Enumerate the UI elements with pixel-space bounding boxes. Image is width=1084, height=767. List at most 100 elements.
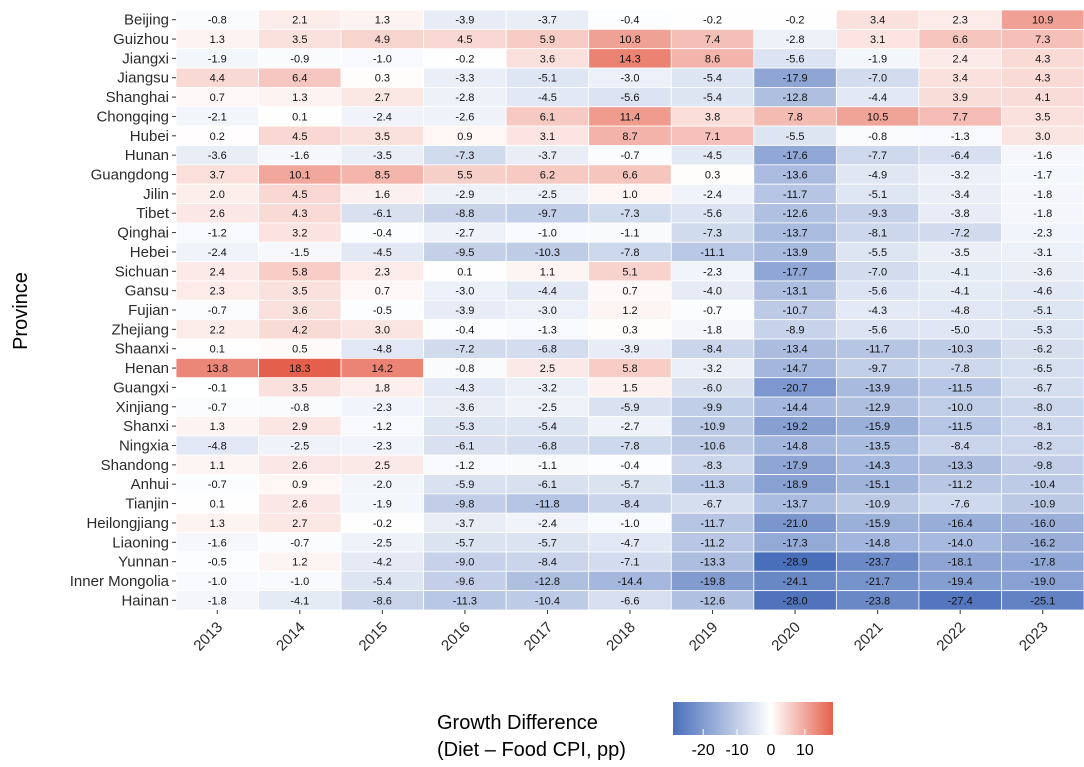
cell-value-label: 3.9 bbox=[953, 92, 968, 104]
cell-value-label: -12.6 bbox=[700, 595, 725, 607]
cell-value-label: 2.2 bbox=[210, 324, 225, 336]
cell-value-label: -4.8 bbox=[951, 305, 970, 317]
cell-value-label: -7.3 bbox=[455, 150, 474, 162]
x-tick-label: 2023 bbox=[1016, 619, 1052, 655]
y-tick-label: Inner Mongolia bbox=[70, 573, 170, 590]
cell-value-label: -7.3 bbox=[621, 208, 640, 220]
cell-value-label: -3.5 bbox=[373, 150, 392, 162]
cell-value-label: -2.5 bbox=[538, 189, 557, 201]
y-tick-label: Sichuan bbox=[115, 263, 169, 280]
cell-value-label: -13.3 bbox=[948, 460, 973, 472]
cell-value-label: -0.7 bbox=[290, 537, 309, 549]
legend-tick-label: -20 bbox=[692, 742, 715, 759]
cell-value-label: -2.8 bbox=[455, 92, 474, 104]
cell-value-label: -5.7 bbox=[455, 537, 474, 549]
cell-value-label: -11.5 bbox=[948, 421, 972, 433]
cell-value-label: -6.1 bbox=[455, 440, 474, 452]
cell-value-label: -0.7 bbox=[621, 150, 640, 162]
cell-value-label: -8.8 bbox=[455, 208, 474, 220]
cell-value-label: 1.3 bbox=[292, 92, 307, 104]
cell-value-label: -18.1 bbox=[948, 557, 973, 569]
cell-value-label: -16.2 bbox=[1030, 537, 1055, 549]
cell-value-label: -19.4 bbox=[948, 576, 973, 588]
cell-value-label: -3.7 bbox=[455, 518, 474, 530]
cell-value-label: -11.3 bbox=[700, 479, 724, 491]
cell-value-label: -3.2 bbox=[951, 170, 970, 182]
cell-value-label: 0.9 bbox=[457, 131, 472, 143]
cell-value-label: 2.3 bbox=[375, 266, 390, 278]
cell-value-label: 5.9 bbox=[540, 34, 555, 46]
cell-value-label: -5.1 bbox=[1033, 305, 1052, 317]
cell-value-label: -1.6 bbox=[290, 150, 309, 162]
y-tick-label: Ningxia bbox=[119, 437, 170, 454]
cell-value-label: -13.9 bbox=[783, 247, 808, 259]
cell-value-label: -0.7 bbox=[208, 305, 227, 317]
cell-value-label: 2.3 bbox=[953, 15, 968, 27]
y-tick-label: Shandong bbox=[101, 457, 169, 474]
cell-value-label: 0.5 bbox=[292, 344, 307, 356]
cell-value-label: -0.8 bbox=[208, 15, 227, 27]
cell-value-label: -4.3 bbox=[455, 382, 474, 394]
cell-value-label: -12.6 bbox=[783, 208, 808, 220]
cell-value-label: -7.0 bbox=[868, 73, 887, 85]
cell-value-label: -8.6 bbox=[373, 595, 392, 607]
cell-value-label: -9.5 bbox=[455, 247, 474, 259]
cell-value-label: -2.6 bbox=[455, 111, 474, 123]
cell-value-label: -1.1 bbox=[538, 460, 557, 472]
cell-value-label: -8.3 bbox=[703, 460, 722, 472]
cell-value-label: -0.4 bbox=[621, 460, 640, 472]
cell-value-label: -9.9 bbox=[703, 402, 722, 414]
cell-value-label: -28.9 bbox=[783, 557, 808, 569]
cell-value-label: -1.9 bbox=[373, 499, 392, 511]
cell-value-label: 0.2 bbox=[210, 131, 225, 143]
cell-value-label: -12.9 bbox=[865, 402, 890, 414]
cell-value-label: -17.9 bbox=[783, 460, 808, 472]
cell-value-label: -6.5 bbox=[1033, 363, 1052, 375]
cell-value-label: 1.1 bbox=[540, 266, 555, 278]
y-tick-label: Shanghai bbox=[106, 89, 169, 106]
cell-value-label: -14.4 bbox=[783, 402, 808, 414]
cell-value-label: 3.6 bbox=[292, 305, 307, 317]
cell-value-label: -8.4 bbox=[621, 499, 640, 511]
cell-value-label: 3.1 bbox=[540, 131, 555, 143]
cell-value-label: 2.6 bbox=[292, 499, 307, 511]
cell-value-label: -13.9 bbox=[865, 382, 890, 394]
cell-value-label: -15.9 bbox=[865, 421, 890, 433]
y-tick-label: Hebei bbox=[130, 244, 169, 261]
cell-value-label: -2.1 bbox=[208, 111, 227, 123]
cell-value-label: 3.5 bbox=[1035, 111, 1050, 123]
cell-value-label: 6.6 bbox=[622, 170, 637, 182]
cell-value-label: -7.8 bbox=[951, 363, 970, 375]
heatmap-cells bbox=[175, 9, 1084, 611]
y-tick-label: Chongqing bbox=[96, 108, 169, 125]
cell-value-label: -0.7 bbox=[208, 402, 227, 414]
y-tick-label: Shaanxi bbox=[115, 341, 169, 358]
cell-value-label: -10.7 bbox=[783, 305, 808, 317]
cell-value-label: -2.4 bbox=[538, 518, 557, 530]
legend-title-line2: (Diet – Food CPI, pp) bbox=[437, 739, 626, 761]
cell-value-label: -5.3 bbox=[1033, 324, 1052, 336]
cell-value-label: -3.6 bbox=[1033, 266, 1052, 278]
cell-value-label: -14.7 bbox=[783, 363, 808, 375]
cell-value-label: -28.0 bbox=[783, 595, 808, 607]
cell-value-label: -0.1 bbox=[208, 382, 227, 394]
cell-value-label: -5.4 bbox=[538, 421, 557, 433]
cell-value-label: -5.9 bbox=[621, 402, 640, 414]
cell-value-label: 2.5 bbox=[375, 460, 390, 472]
cell-value-label: -13.1 bbox=[783, 286, 808, 298]
cell-value-label: -19.2 bbox=[783, 421, 808, 433]
cell-value-label: -2.4 bbox=[208, 247, 227, 259]
cell-value-label: 3.4 bbox=[953, 73, 968, 85]
cell-value-label: 1.5 bbox=[622, 382, 637, 394]
cell-value-label: 5.8 bbox=[292, 266, 307, 278]
cell-value-label: -4.2 bbox=[373, 557, 392, 569]
cell-value-label: -21.0 bbox=[783, 518, 808, 530]
cell-value-label: 1.6 bbox=[375, 189, 390, 201]
cell-value-label: -1.8 bbox=[1033, 189, 1052, 201]
cell-value-label: 8.6 bbox=[705, 53, 720, 65]
cell-value-label: 4.5 bbox=[292, 189, 307, 201]
cell-value-label: -2.3 bbox=[373, 402, 392, 414]
cell-value-label: -19.8 bbox=[700, 576, 725, 588]
cell-value-label: -5.5 bbox=[868, 247, 887, 259]
cell-value-label: -5.6 bbox=[703, 208, 722, 220]
